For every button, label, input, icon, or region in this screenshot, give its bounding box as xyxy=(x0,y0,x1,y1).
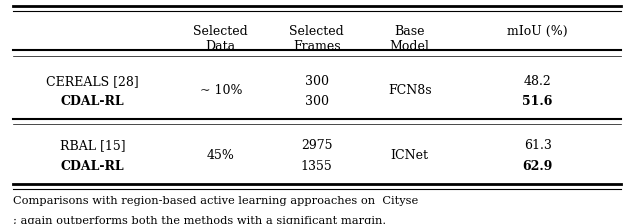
Text: 300: 300 xyxy=(305,95,329,108)
Text: ICNet: ICNet xyxy=(390,149,429,162)
Text: 48.2: 48.2 xyxy=(524,75,552,88)
Text: 51.6: 51.6 xyxy=(522,95,553,108)
Text: 300: 300 xyxy=(305,75,329,88)
Text: 61.3: 61.3 xyxy=(524,139,552,152)
Text: mIoU (%): mIoU (%) xyxy=(508,25,568,38)
Text: 45%: 45% xyxy=(207,149,235,162)
Text: Selected
Data: Selected Data xyxy=(193,25,248,53)
Text: ; again outperforms both the methods with a significant margin.: ; again outperforms both the methods wit… xyxy=(13,216,386,224)
Text: CDAL-RL: CDAL-RL xyxy=(61,159,125,172)
Text: Selected
Frames: Selected Frames xyxy=(289,25,344,53)
Text: 1355: 1355 xyxy=(301,159,333,172)
Text: CDAL-RL: CDAL-RL xyxy=(61,95,125,108)
Text: 62.9: 62.9 xyxy=(522,159,553,172)
Text: CEREALS [28]: CEREALS [28] xyxy=(47,75,139,88)
Text: RBAL [15]: RBAL [15] xyxy=(60,139,125,152)
Text: ~ 10%: ~ 10% xyxy=(200,84,242,97)
Text: FCN8s: FCN8s xyxy=(388,84,431,97)
Text: Comparisons with region-based active learning approaches on  Cityse: Comparisons with region-based active lea… xyxy=(13,196,418,206)
Text: Base
Model: Base Model xyxy=(390,25,429,53)
Text: 2975: 2975 xyxy=(301,139,333,152)
